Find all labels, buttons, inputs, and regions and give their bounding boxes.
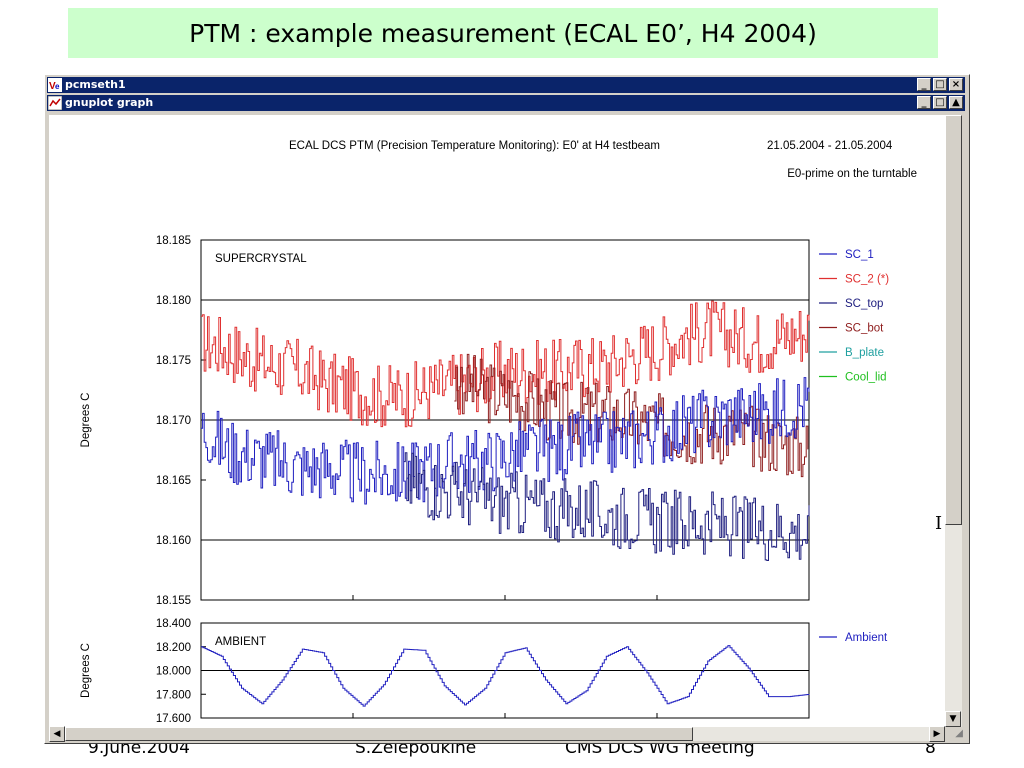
vertical-scrollbar[interactable]: ▼ [945, 115, 962, 727]
legend-label: B_plate [845, 347, 884, 359]
text-cursor-icon: I [935, 513, 943, 534]
legend-label: SC_2 (*) [845, 274, 889, 286]
y-axis-label: Degrees C [80, 643, 92, 698]
inner-restore-button[interactable]: □ [933, 96, 947, 109]
y-tick-label: 18.175 [156, 355, 191, 367]
legend-label: SC_1 [845, 249, 874, 261]
y-tick-label: 18.165 [156, 475, 191, 487]
inner-titlebar[interactable]: gnuplot graph _ □ ▲ [47, 95, 965, 111]
series-line-sc-top [403, 452, 810, 561]
plot-canvas: ECAL DCS PTM (Precision Temperature Moni… [80, 140, 917, 725]
plot-title: ECAL DCS PTM (Precision Temperature Moni… [289, 140, 660, 152]
plot-area: ECAL DCS PTM (Precision Temperature Moni… [49, 115, 945, 727]
plot-date-range: 21.05.2004 - 21.05.2004 [767, 140, 893, 152]
scroll-right-button[interactable]: ▶ [929, 726, 945, 742]
plot-subtitle: E0-prime on the turntable [787, 168, 917, 180]
app-icon: V e [48, 78, 62, 92]
ambient-chart: 18.400 18.200 18.000 17.800 17.600 Degrees C A… [80, 595, 888, 725]
footer-page-number: 8 [925, 738, 936, 758]
y-tick-label: 18.155 [156, 595, 191, 607]
minimize-button[interactable]: _ [917, 78, 931, 91]
legend-label: Ambient [845, 632, 888, 644]
y-tick-label: 18.000 [156, 666, 191, 678]
scroll-down-button[interactable]: ▼ [945, 711, 961, 727]
legend-label: SC_top [845, 298, 883, 310]
y-tick-label: 18.160 [156, 535, 191, 547]
outer-titlebar[interactable]: V e pcmseth1 _ □ × [47, 77, 965, 93]
scroll-up-button[interactable]: ▲ [949, 96, 963, 109]
svg-text:V: V [49, 81, 56, 92]
y-axis-label: Degrees C [80, 393, 92, 448]
y-tick-label: 18.400 [156, 618, 191, 630]
y-tick-label: 18.185 [156, 235, 191, 247]
y-tick-label: 18.180 [156, 295, 191, 307]
supercrystal-chart: 18.185 18.180 18.175 18.170 18.165 18.160 18.1… [80, 235, 889, 607]
maximize-button[interactable]: □ [933, 78, 947, 91]
resize-grip-icon[interactable]: ◢ [947, 727, 963, 741]
y-tick-label: 17.800 [156, 689, 191, 701]
legend-label: SC_bot [845, 323, 884, 335]
scroll-left-button[interactable]: ◀ [49, 726, 65, 742]
vertical-scroll-thumb[interactable] [945, 115, 962, 525]
series-line-sc-2 [201, 300, 810, 428]
y-tick-label: 17.600 [156, 713, 191, 725]
horizontal-scroll-thumb[interactable] [65, 727, 693, 741]
panel-title: SUPERCRYSTAL [215, 253, 307, 265]
series-line-ambient [201, 645, 810, 707]
close-button[interactable]: × [949, 78, 963, 91]
slide-title: PTM : example measurement (ECAL E0’, H4 … [68, 8, 938, 58]
outer-window: V e pcmseth1 _ □ × gnuplot graph _ □ ▲ E… [44, 74, 970, 744]
series-line-sc-1 [201, 377, 810, 505]
gnuplot-icon [48, 96, 62, 110]
y-tick-label: 18.200 [156, 642, 191, 654]
svg-text:e: e [55, 82, 60, 91]
legend-label: Cool_lid [845, 372, 887, 384]
panel-title: AMBIENT [215, 636, 266, 648]
inner-minimize-button[interactable]: _ [917, 96, 931, 109]
inner-window-title: gnuplot graph [65, 96, 154, 109]
outer-window-title: pcmseth1 [65, 78, 126, 91]
horizontal-scrollbar[interactable]: ◀ ▶ [49, 726, 945, 742]
y-tick-label: 18.170 [156, 415, 191, 427]
